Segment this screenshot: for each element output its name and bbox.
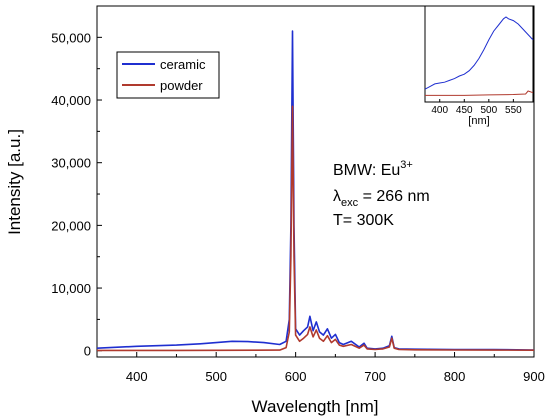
y-tick-label: 10,000 <box>51 281 91 296</box>
inset-x-axis-title: [nm] <box>468 115 489 127</box>
annotation-temperature: T= 300K <box>333 212 394 229</box>
annotation: BMW: Eu3+ λexc = 266 nm T= 300K <box>333 159 430 229</box>
inset-series-line-powder <box>425 90 534 96</box>
inset-x-tick-label: 400 <box>431 105 448 116</box>
legend: ceramic powder <box>116 51 220 99</box>
y-tick-label: 0 <box>84 344 91 359</box>
x-tick-label: 900 <box>523 369 545 384</box>
x-tick-label: 400 <box>126 369 148 384</box>
inset-chart: 400 450 500 550 [nm] <box>424 5 534 127</box>
inset-x-tick-label: 500 <box>480 105 497 116</box>
inset-series-layer <box>424 16 534 96</box>
inset-x-axis: 400 450 500 550 <box>431 99 522 116</box>
y-tick-label: 40,000 <box>51 93 91 108</box>
inset-series-line-ceramic <box>424 16 534 90</box>
x-tick-label: 700 <box>364 369 386 384</box>
series-layer <box>96 30 535 352</box>
x-axis-title: Wavelength [nm] <box>252 397 379 416</box>
plot-area <box>96 5 535 358</box>
y-axis: 0 10,000 20,000 30,000 40,000 50,000 <box>51 30 102 359</box>
x-tick-label: 600 <box>285 369 307 384</box>
inset-x-tick-label: 550 <box>505 105 522 116</box>
series-line-powder <box>97 105 535 352</box>
y-tick-label: 30,000 <box>51 156 91 171</box>
y-tick-label: 50,000 <box>51 30 91 45</box>
annotation-sample: BMW: Eu3+ <box>333 159 413 179</box>
legend-box <box>116 51 220 99</box>
inset-x-tick-label: 450 <box>456 105 473 116</box>
legend-label-powder: powder <box>160 78 203 93</box>
x-tick-label: 800 <box>444 369 466 384</box>
inset-frame <box>424 5 534 103</box>
x-tick-label: 500 <box>205 369 227 384</box>
legend-label-ceramic: ceramic <box>160 57 206 72</box>
y-tick-label: 20,000 <box>51 218 91 233</box>
x-axis: 400 500 600 700 800 900 <box>96 352 545 384</box>
y-axis-title: Intensity [a.u.] <box>5 129 24 235</box>
annotation-excitation: λexc = 266 nm <box>333 188 430 209</box>
